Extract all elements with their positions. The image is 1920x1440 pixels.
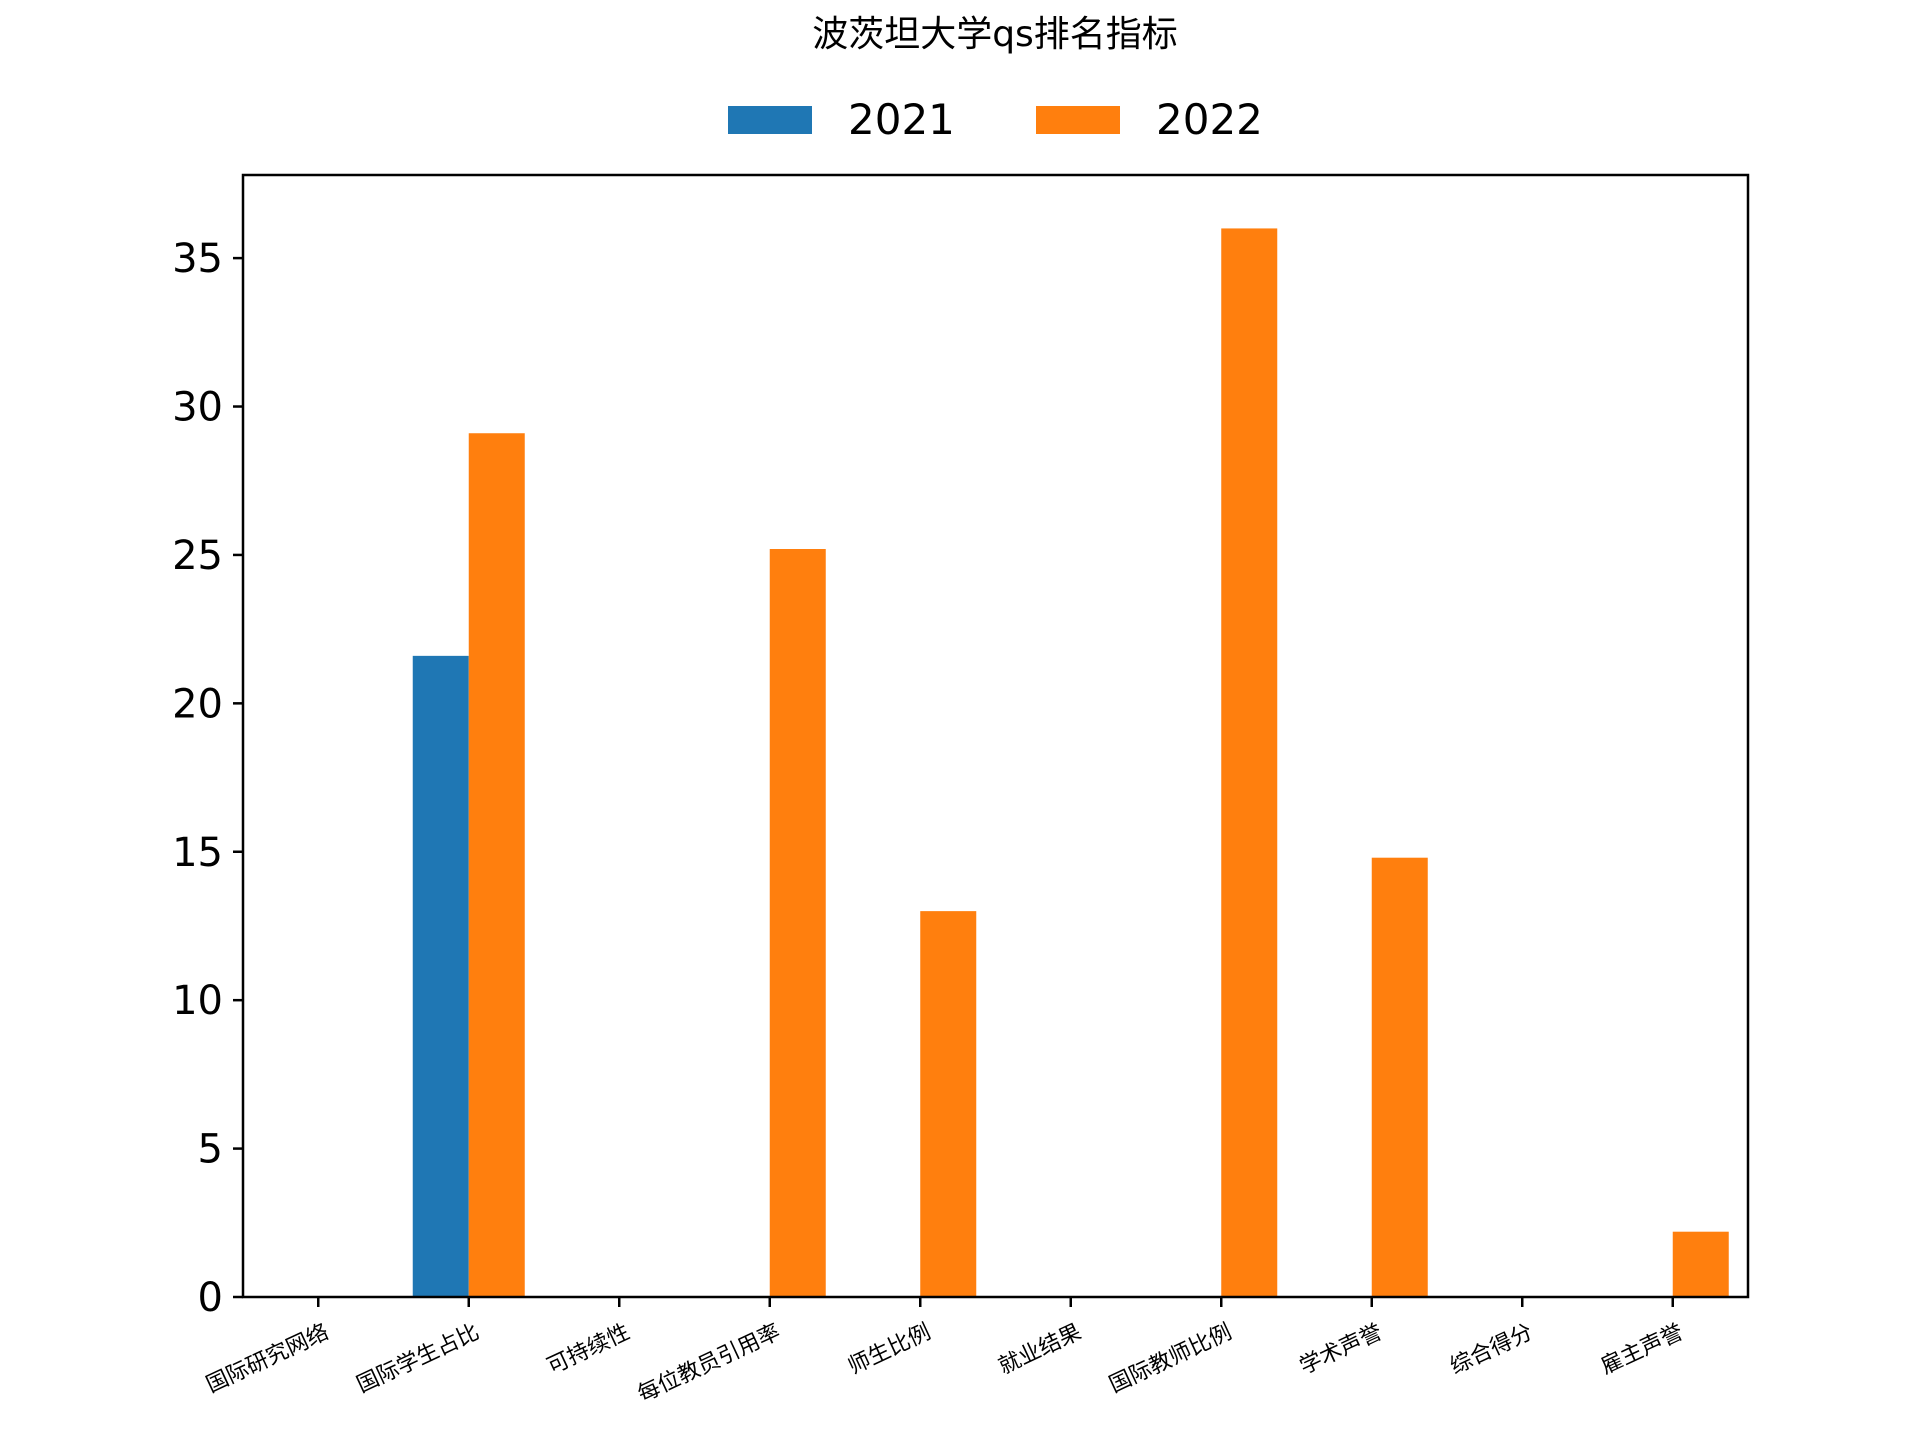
x-tick-label: 国际学生占比 xyxy=(353,1320,483,1398)
bar-2022-9 xyxy=(1672,1231,1729,1297)
bar-2022-4 xyxy=(920,911,977,1297)
bar-2022-1 xyxy=(468,433,525,1297)
y-tick-label: 5 xyxy=(198,1127,223,1173)
x-tick-label: 国际研究网络 xyxy=(203,1320,333,1398)
x-tick-label: 综合得分 xyxy=(1446,1320,1536,1380)
chart-title: 波茨坦大学qs排名指标 xyxy=(812,14,1178,55)
y-tick-label: 15 xyxy=(172,830,223,876)
legend-swatch-2021 xyxy=(728,106,812,134)
legend-label-2022: 2022 xyxy=(1156,95,1263,144)
y-tick-label: 25 xyxy=(172,533,223,579)
legend: 2021 2022 xyxy=(728,95,1263,144)
y-tick-label: 0 xyxy=(198,1275,223,1321)
y-tick-label: 20 xyxy=(172,681,223,727)
bar-2021-1 xyxy=(412,655,469,1297)
y-tick-label: 10 xyxy=(172,978,223,1024)
x-tick-label: 每位教员引用率 xyxy=(634,1320,784,1408)
plot-frame xyxy=(241,173,1750,1299)
bar-2022-3 xyxy=(769,549,826,1297)
y-axis: 0 5 10 15 20 25 30 35 xyxy=(172,236,243,1321)
x-tick-label: 可持续性 xyxy=(543,1320,633,1380)
x-tick-label: 学术声誉 xyxy=(1296,1320,1386,1380)
legend-swatch-2022 xyxy=(1036,106,1120,134)
x-tick-label: 师生比例 xyxy=(844,1320,934,1380)
x-tick-label: 国际教师比例 xyxy=(1106,1320,1236,1398)
bar-2022-6 xyxy=(1221,228,1278,1297)
bar-2022-7 xyxy=(1371,857,1428,1297)
x-tick-label: 雇主声誉 xyxy=(1597,1320,1687,1380)
x-axis: 国际研究网络 国际学生占比 可持续性 每位教员引用率 师生比例 就业结果 国际教师比例 学术声… xyxy=(203,1297,1687,1408)
x-tick-label: 就业结果 xyxy=(995,1320,1085,1380)
bars xyxy=(412,228,1729,1297)
y-tick-label: 35 xyxy=(172,236,223,282)
y-tick-label: 30 xyxy=(172,385,223,431)
legend-label-2021: 2021 xyxy=(848,95,955,144)
